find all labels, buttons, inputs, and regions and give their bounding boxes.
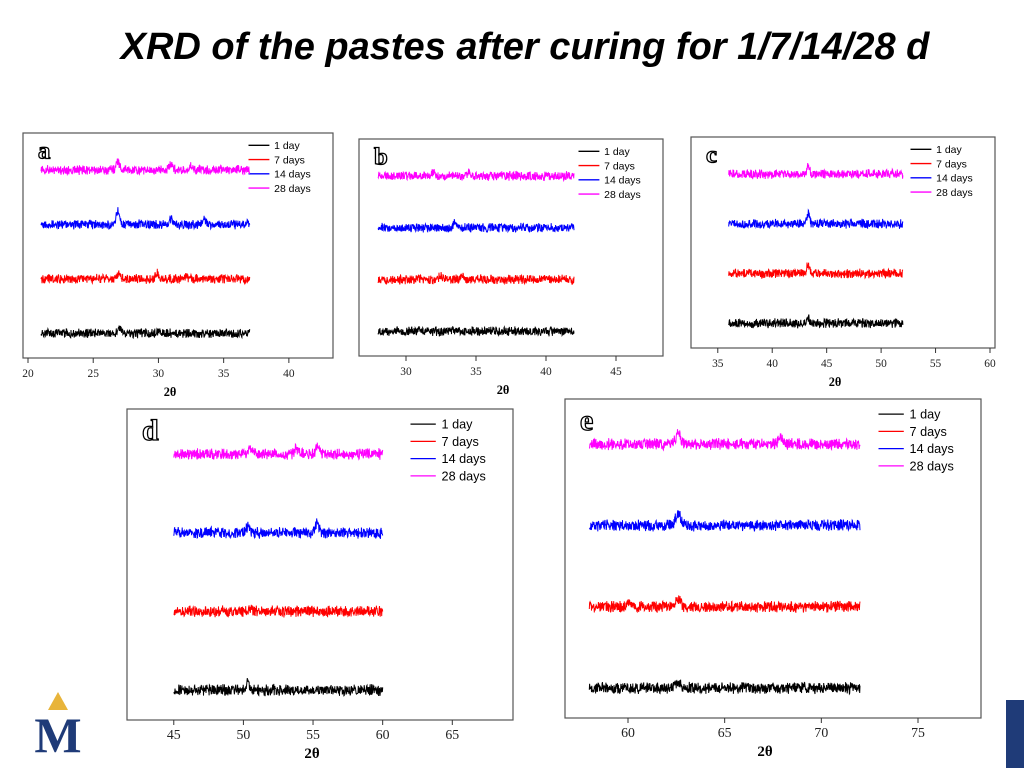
x-tick-label: 65 [718,725,732,740]
legend-label: 1 day [604,147,630,158]
series-trace [377,168,575,183]
x-tick-label: 25 [88,368,100,380]
x-tick-label: 65 [445,727,459,742]
xrd-panel-c: 35 40 45 50 55 60 2θ c 1 day 7 days 14 days 28 days [690,136,996,389]
x-tick-label: 35 [470,366,482,378]
university-logo: M [34,692,82,758]
legend-label: 1 day [274,141,300,152]
x-axis-label: 2θ [304,746,319,762]
xrd-panel-a: 20 25 30 35 40 2θ a 1 day 7 days 14 days 28 days [22,132,334,399]
slide-title: XRD of the pastes after curing for 1/7/1… [120,26,930,68]
x-tick-label: 45 [821,358,833,370]
legend-label: 7 days [274,155,305,166]
series-trace [40,325,251,340]
x-tick-label: 45 [610,366,622,378]
slide-edge-bar [1006,700,1024,768]
panel-letter: e [580,404,593,437]
series-trace [728,162,904,180]
legend-label: 28 days [274,184,311,195]
x-tick-label: 20 [22,368,34,380]
legend-label: 7 days [442,435,479,449]
panel-letter: c [706,142,717,169]
logo-flame-icon [48,692,68,710]
series-trace [40,158,251,177]
x-tick-label: 30 [400,366,412,378]
series-trace [588,510,861,532]
x-tick-label: 40 [767,358,779,370]
series-trace [377,271,575,286]
legend-label: 28 days [442,469,486,483]
legend-label: 14 days [274,170,311,181]
legend-label: 28 days [910,459,954,473]
x-axis-label: 2θ [164,385,177,399]
series-trace [40,268,251,286]
x-tick-label: 50 [237,727,251,742]
legend-label: 28 days [604,190,641,201]
x-tick-label: 55 [306,727,320,742]
xrd-panel-b: 30 35 40 45 2θ b 1 day 7 days 14 days 28 days [358,138,664,397]
series-trace [728,262,904,280]
x-axis-label: 2θ [757,744,772,760]
plot-frame [564,398,982,719]
legend-label: 14 days [936,174,973,185]
logo-letter: M [34,707,81,758]
x-tick-label: 60 [984,358,996,370]
x-tick-label: 40 [540,366,552,378]
x-tick-label: 75 [911,725,925,740]
series-trace [173,442,384,461]
legend-label: 1 day [442,418,474,432]
series-trace [40,207,251,231]
legend-label: 7 days [604,161,635,172]
legend-label: 28 days [936,188,973,199]
x-tick-label: 50 [875,358,887,370]
series-trace [377,219,575,234]
plot-frame [126,408,514,721]
x-tick-label: 55 [930,358,942,370]
panel-letter: d [142,414,159,447]
series-trace [173,518,384,540]
legend-label: 1 day [910,408,942,422]
series-trace [173,604,384,618]
legend-label: 14 days [442,452,486,466]
series-trace [728,208,904,230]
legend-label: 7 days [910,425,947,439]
xrd-panel-d: 45 50 55 60 65 2θ d 1 day 7 days 14 days 28 days [126,408,514,762]
x-tick-label: 35 [712,358,724,370]
x-tick-label: 45 [167,727,181,742]
series-trace [588,679,861,696]
legend-label: 7 days [936,159,967,170]
series-trace [588,595,861,614]
x-tick-label: 60 [376,727,390,742]
panel-letter: a [38,138,50,165]
legend-label: 14 days [604,176,641,187]
x-tick-label: 40 [283,368,295,380]
x-tick-label: 70 [814,725,828,740]
x-tick-label: 60 [621,725,635,740]
series-trace [728,314,904,329]
legend-label: 14 days [910,442,954,456]
series-trace [173,677,384,697]
xrd-panel-e: 60 65 70 75 2θ e 1 day 7 days 14 days 28 days [564,398,982,760]
legend-label: 1 day [936,145,962,156]
series-trace [588,429,861,452]
x-tick-label: 30 [153,368,165,380]
panel-letter: b [374,144,388,171]
series-trace [377,325,575,337]
x-axis-label: 2θ [829,375,842,389]
x-tick-label: 35 [218,368,230,380]
x-axis-label: 2θ [497,383,510,397]
